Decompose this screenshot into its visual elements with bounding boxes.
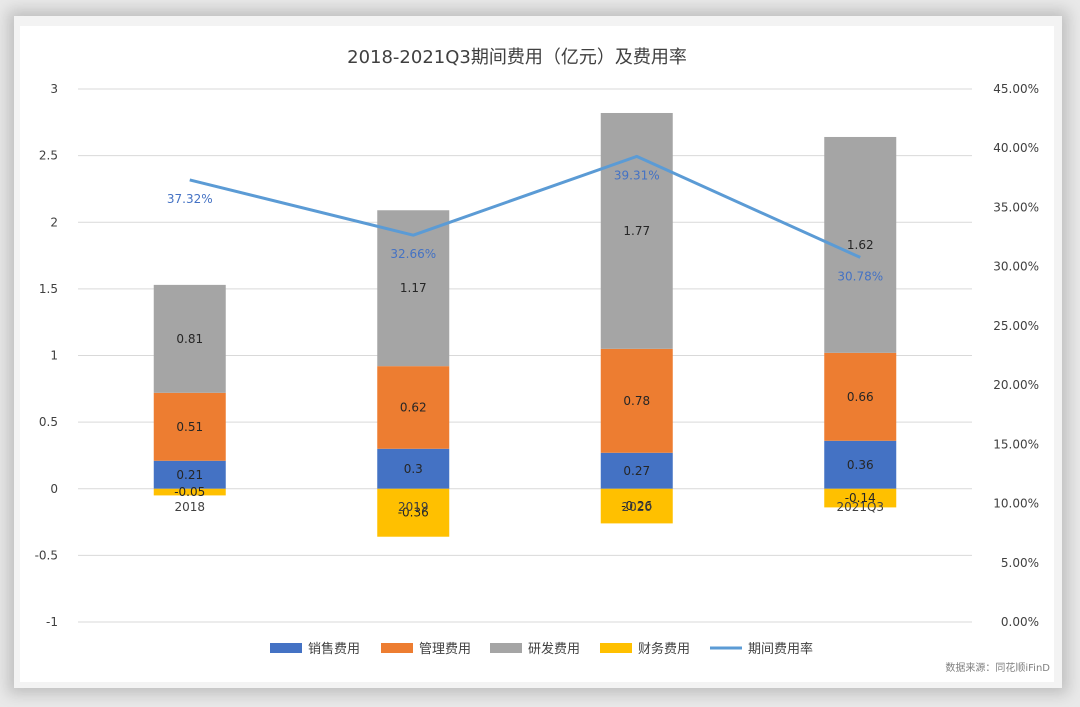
bar-segment	[824, 136, 897, 353]
bar-segment	[153, 284, 226, 393]
bar-value-label: 0.51	[176, 420, 203, 434]
left-axis-tick-label: 2	[50, 215, 58, 229]
legend-label: 期间费用率	[748, 641, 813, 657]
rate-line-path	[189, 154, 861, 259]
legend-swatch	[600, 643, 632, 653]
bar-value-label: 1.77	[623, 224, 650, 238]
right-axis: 45.00% 40.00% 35.00% 30.00% 25.00% 20.00% 15.0…	[993, 82, 1039, 629]
right-axis-tick-label: 0.00%	[1001, 615, 1039, 629]
chart-title: 2018-2021Q3期间费用（亿元）及费用率	[347, 47, 687, 68]
legend-swatch	[490, 643, 522, 653]
rate-value-label: 30.78%	[837, 269, 883, 283]
right-axis-tick-label: 45.00%	[993, 82, 1039, 96]
bar-segment	[824, 488, 897, 508]
bar-value-label: 0.81	[176, 332, 203, 346]
bar-segment	[824, 352, 897, 441]
rate-value-label: 32.66%	[390, 247, 436, 261]
x-axis-labels: 2018 2019 2020 2021Q3	[174, 500, 884, 514]
left-axis-tick-label: -0.5	[35, 548, 58, 562]
chart-panel: 2018-2021Q3期间费用（亿元）及费用率 3 2.5 2 1.5 1 0.5 0 -0.…	[20, 26, 1054, 682]
bar-value-label: -0.05	[174, 485, 205, 499]
right-axis-tick-label: 20.00%	[993, 378, 1039, 392]
legend-label: 财务费用	[638, 641, 690, 657]
bar-value-label: 1.17	[400, 281, 427, 295]
right-axis-tick-label: 25.00%	[993, 319, 1039, 333]
x-axis-category-label: 2018	[174, 500, 205, 514]
left-axis-tick-label: 1	[50, 349, 58, 363]
left-axis-tick-label: 3	[50, 82, 58, 96]
bar-value-label: 0.62	[400, 400, 427, 414]
x-axis-category-label: 2019	[398, 500, 429, 514]
right-axis-tick-label: 35.00%	[993, 200, 1039, 214]
right-axis-tick-label: 5.00%	[1001, 556, 1039, 570]
bar-value-label: 0.27	[623, 464, 650, 478]
bar-segment	[153, 460, 226, 489]
legend: 销售费用 管理费用 研发费用 财务费用 期间费用率	[270, 641, 813, 657]
legend-swatch	[381, 643, 413, 653]
bar-value-label: 0.66	[847, 390, 874, 404]
bar-segment	[600, 452, 673, 489]
bars	[153, 112, 897, 537]
bar-segment	[600, 348, 673, 453]
rate-value-label: 39.31%	[614, 168, 660, 182]
legend-swatch	[270, 643, 302, 653]
legend-label: 研发费用	[528, 641, 580, 657]
bar-value-label: 0.21	[176, 468, 203, 482]
bar-segment	[377, 448, 450, 489]
right-axis-tick-label: 30.00%	[993, 260, 1039, 274]
bar-segment	[824, 440, 897, 489]
bar-segment	[153, 392, 226, 461]
x-axis-category-label: 2020	[621, 500, 652, 514]
left-axis-tick-label: 0	[50, 482, 58, 496]
bar-value-label: 0.78	[623, 394, 650, 408]
rate-value-label: 37.32%	[167, 192, 213, 206]
gridlines	[78, 88, 972, 623]
bar-value-labels: 0.21 0.51 0.81 -0.05 0.3 0.62 1.17 -0.36 0.27 0.7…	[174, 224, 876, 520]
bar-value-label: -0.14	[845, 491, 876, 505]
left-axis-tick-label: 0.5	[39, 415, 58, 429]
source-note: 数据来源：同花顺iFinD	[945, 661, 1050, 674]
bar-segment	[377, 488, 450, 537]
bar-segment	[600, 488, 673, 524]
left-axis: 3 2.5 2 1.5 1 0.5 0 -0.5 -1	[35, 82, 58, 629]
legend-label: 销售费用	[308, 641, 360, 657]
bar-segment	[153, 488, 226, 496]
legend-label: 管理费用	[419, 642, 471, 657]
right-axis-tick-label: 15.00%	[993, 437, 1039, 451]
right-axis-tick-label: 40.00%	[993, 141, 1039, 155]
bar-segment	[600, 112, 673, 349]
x-axis-category-label: 2021Q3	[836, 500, 884, 514]
rate-line: 37.32% 32.66% 39.31% 30.78%	[167, 154, 883, 283]
left-axis-tick-label: -1	[46, 615, 58, 629]
left-axis-tick-label: 2.5	[39, 149, 58, 163]
bar-value-label: -0.26	[621, 499, 652, 513]
right-axis-tick-label: 10.00%	[993, 497, 1039, 511]
bar-value-label: -0.36	[398, 506, 429, 520]
chart-svg: 2018-2021Q3期间费用（亿元）及费用率 3 2.5 2 1.5 1 0.5 0 -0.…	[35, 47, 1051, 674]
bar-value-label: 1.62	[847, 238, 874, 252]
left-axis-tick-label: 1.5	[39, 282, 58, 296]
bar-value-label: 0.3	[404, 462, 423, 476]
bar-segment	[377, 366, 450, 449]
bar-value-label: 0.36	[847, 458, 874, 472]
